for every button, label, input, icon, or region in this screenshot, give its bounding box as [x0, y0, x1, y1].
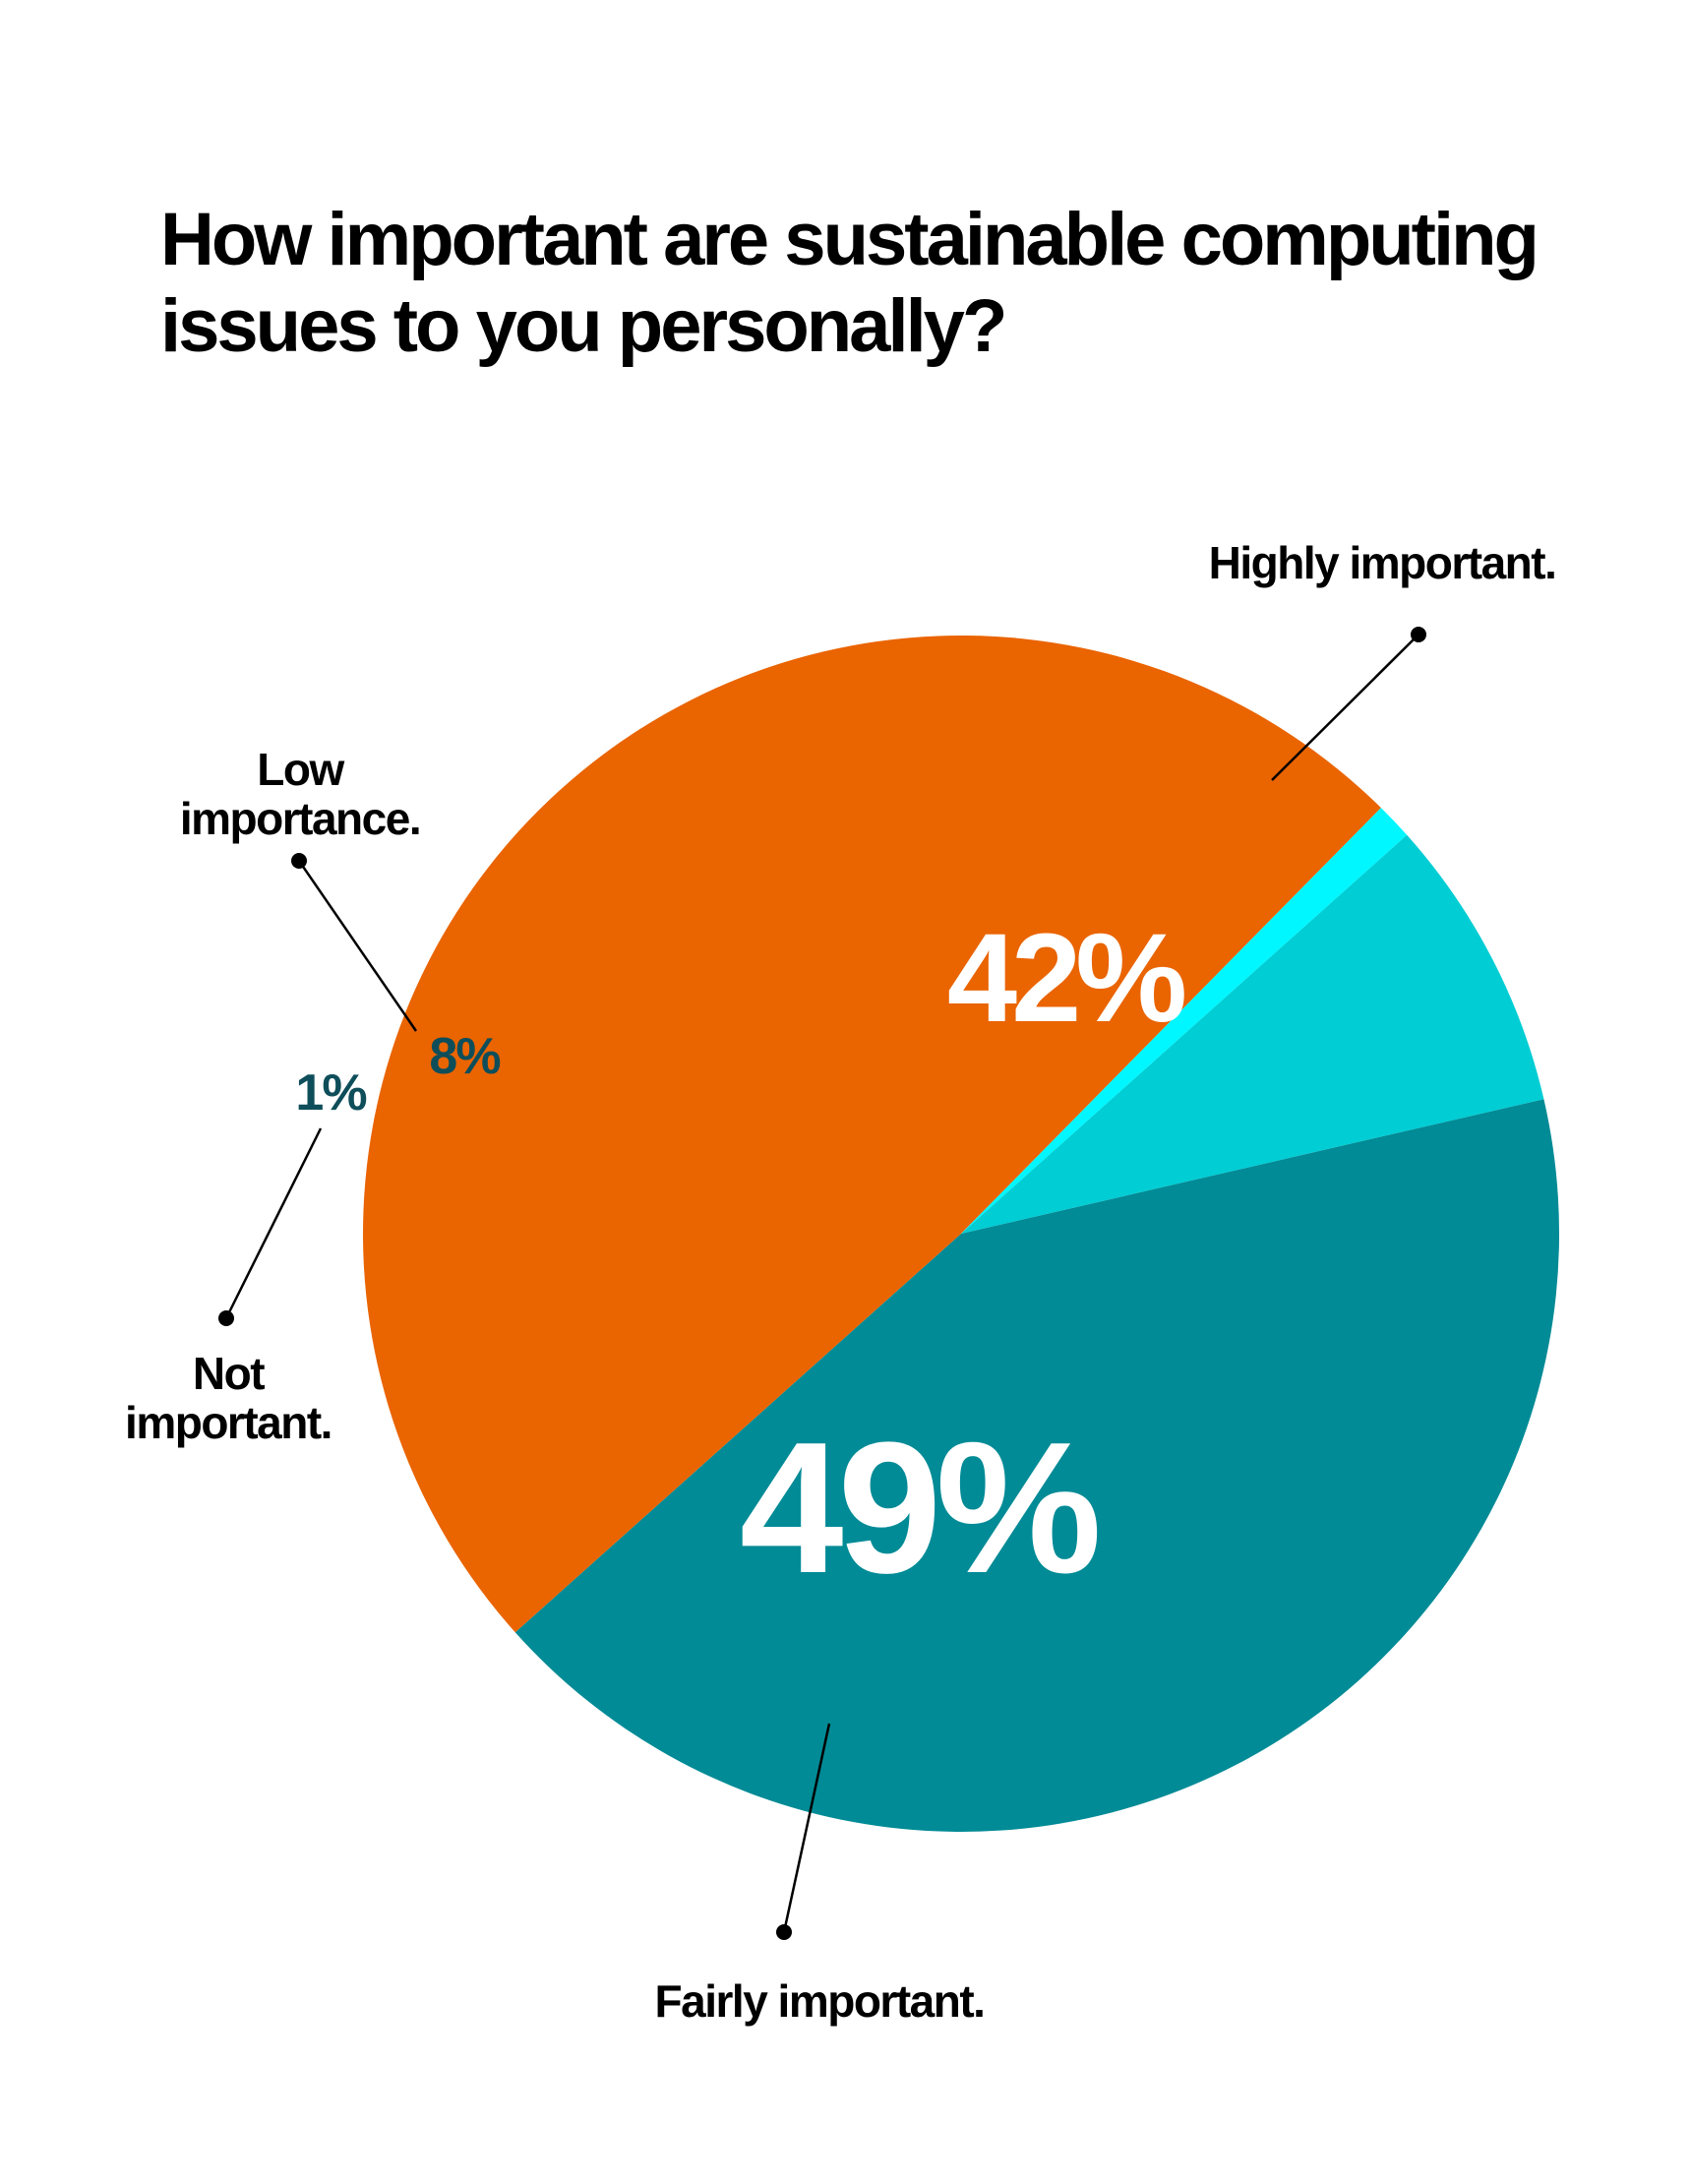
callout-label-line2: important. [125, 1397, 332, 1448]
leader-line-fairly-important [782, 1723, 831, 1933]
value-labels: 42% 49% 1% 8% [295, 908, 1190, 1612]
callout-label-fairly-important: Fairly important. [655, 1975, 985, 2027]
callout-label-line2: importance. [180, 793, 420, 844]
slice-not-important [961, 808, 1408, 1234]
callout-label-not-important: Not important. [125, 1348, 332, 1448]
callout-label-line1: Fairly important. [655, 1975, 985, 2027]
callout-label-highly-important: Highly important. [1209, 537, 1556, 588]
pie-slices [363, 636, 1560, 1833]
leader-line-highly-important [1271, 634, 1419, 781]
leader-line-low-importance [297, 860, 418, 1032]
leader-line-not-important [224, 1127, 323, 1319]
slice-low-importance [961, 834, 1544, 1234]
leader-dot-not-important [218, 1310, 234, 1326]
leader-dot-fairly-important [776, 1924, 792, 1940]
leader-lines [218, 627, 1426, 1940]
value-label-not-important: 1% [295, 1064, 366, 1122]
value-label-highly-important: 42% [947, 908, 1184, 1049]
value-label-low-importance: 8% [429, 1028, 500, 1085]
callout-label-line1: Not [193, 1348, 265, 1399]
slice-fairly-important [363, 636, 1381, 1633]
callout-label-line1: Low [257, 744, 344, 795]
value-label-fairly-important: 49% [740, 1404, 1097, 1612]
callout-label-line1: Highly important. [1209, 537, 1556, 588]
leader-dot-low-importance [291, 853, 307, 869]
slice-highly-important [514, 1099, 1560, 1833]
callout-label-low-importance: Low importance. [180, 744, 420, 844]
chart-title: How important are sustainable computing … [160, 198, 1539, 368]
callout-labels: Highly important.Fairly important.Not imp… [125, 537, 1557, 2027]
leader-dot-highly-important [1411, 627, 1426, 642]
